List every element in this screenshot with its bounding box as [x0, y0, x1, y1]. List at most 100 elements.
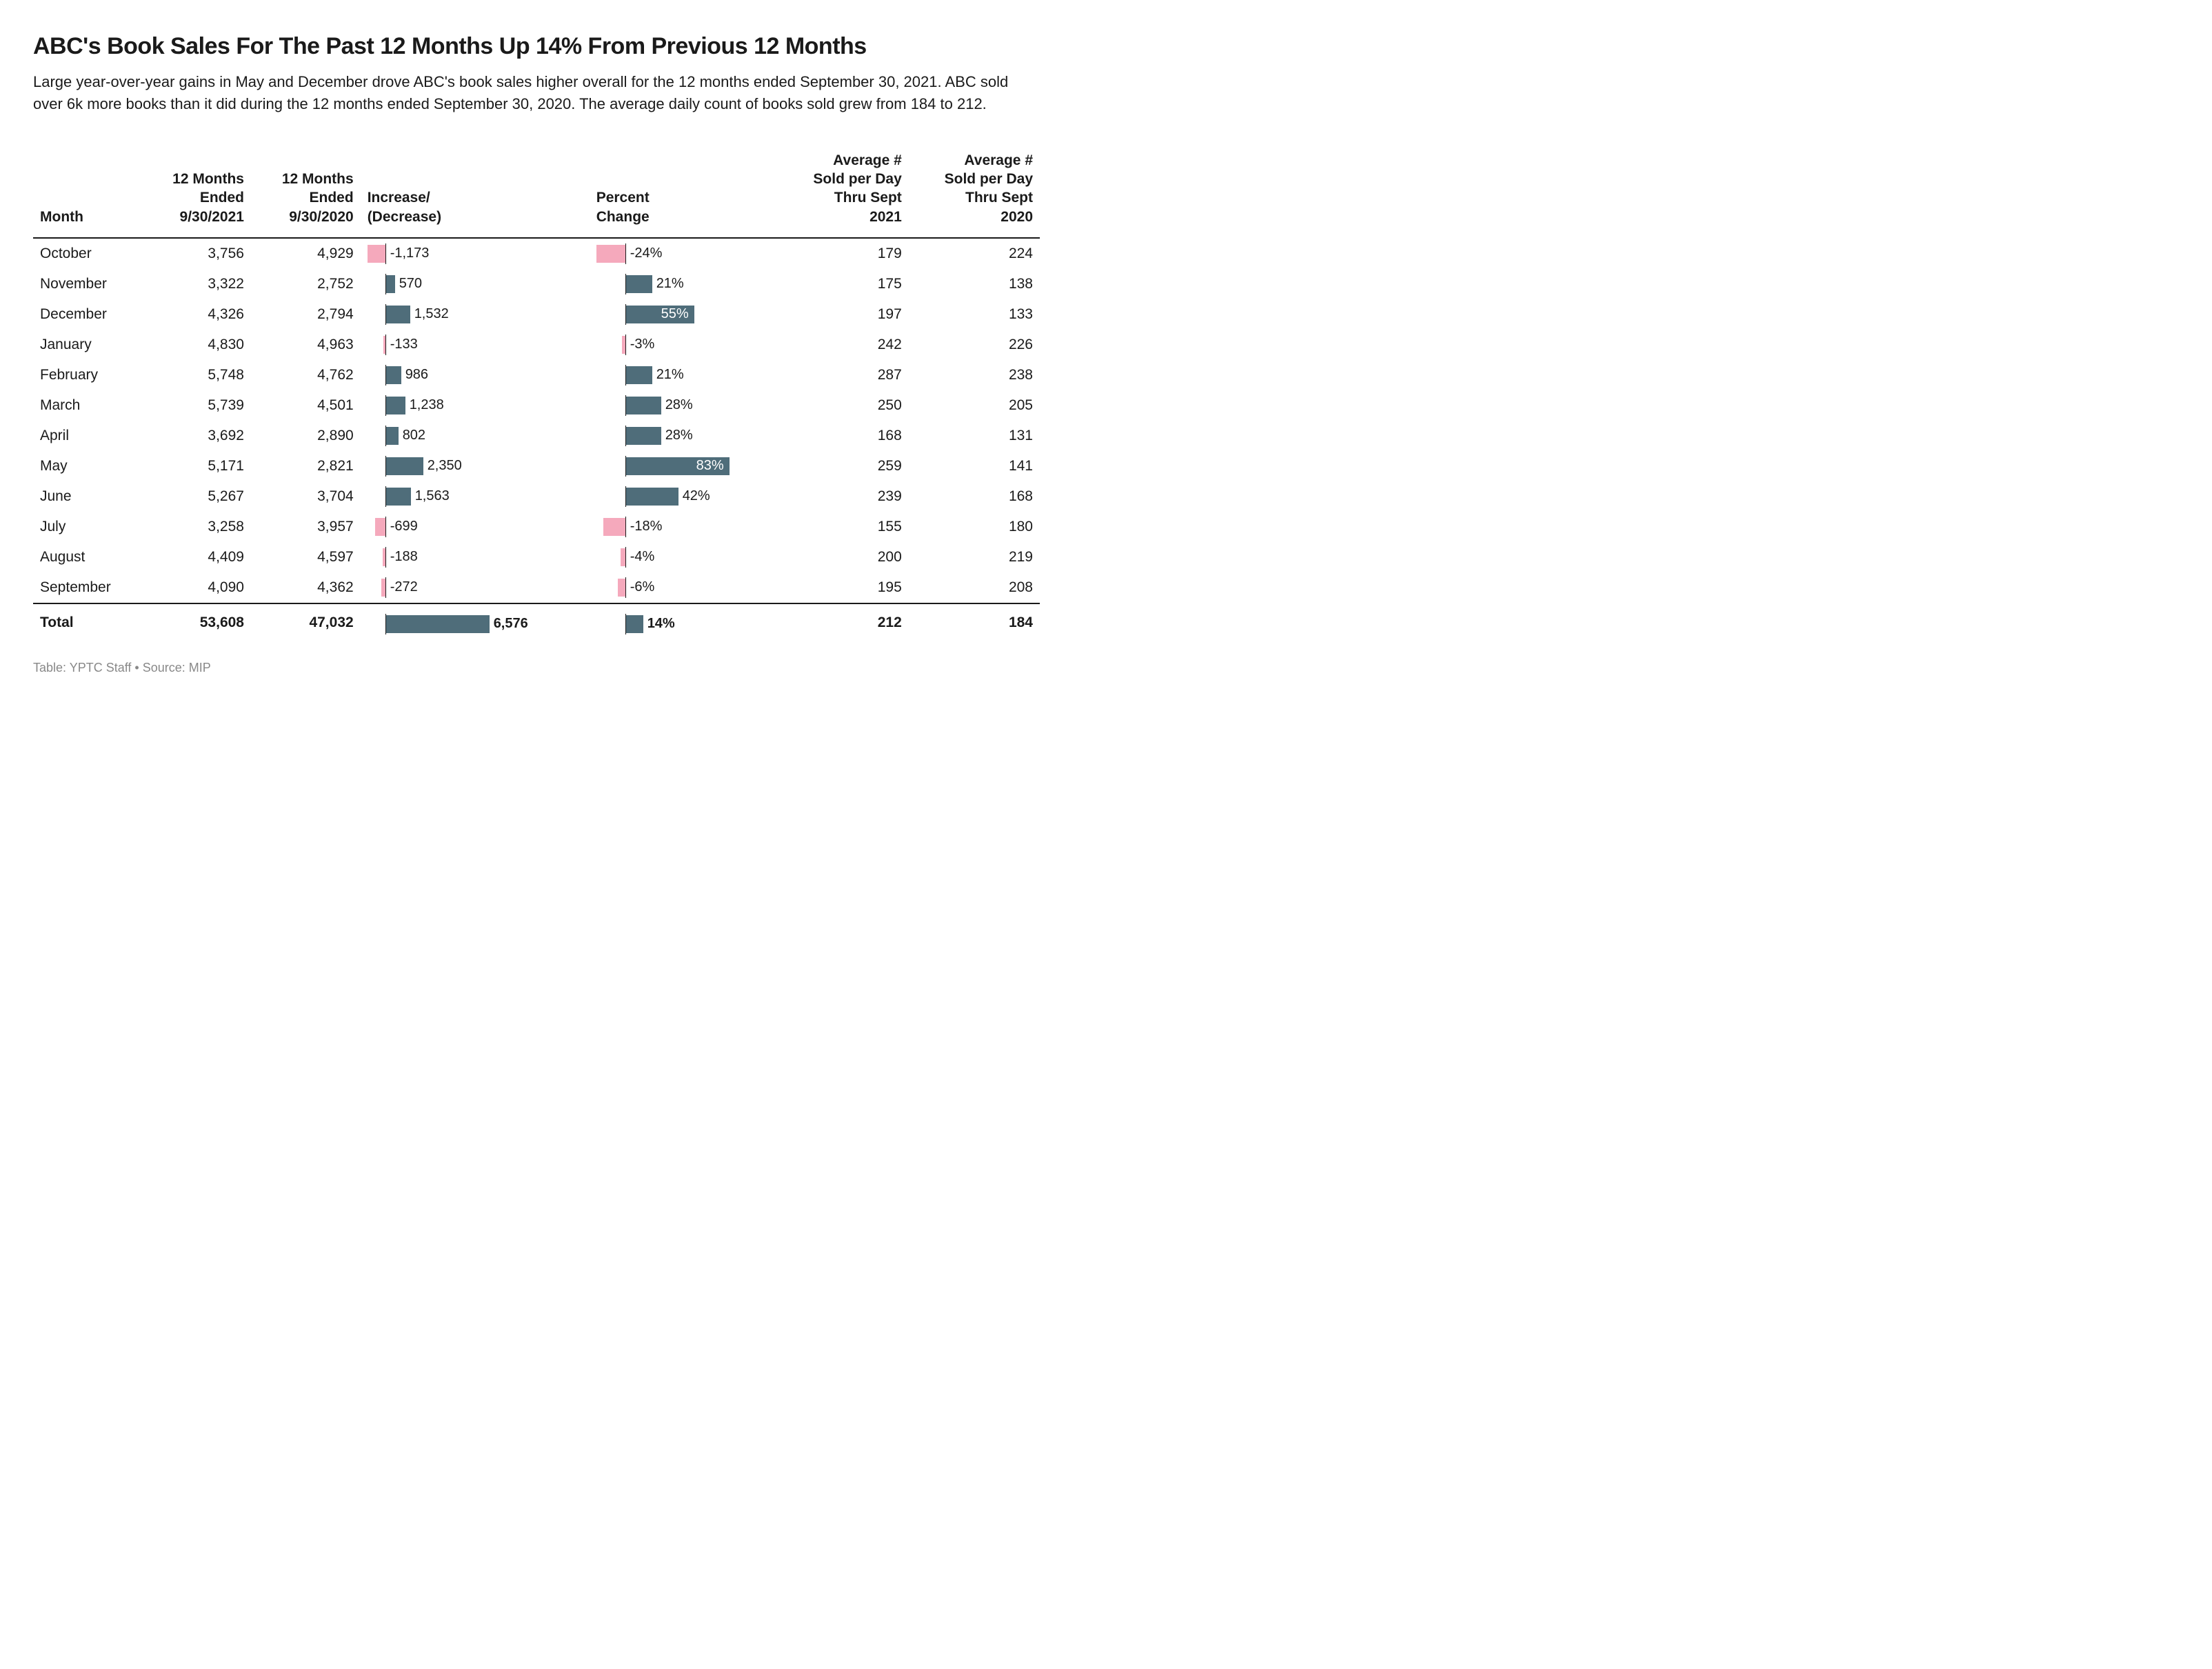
- bar-label: -4%: [626, 549, 659, 565]
- cell-month: March: [33, 390, 141, 421]
- bar-label: -18%: [626, 519, 667, 534]
- negative-bar: [383, 548, 385, 566]
- bar-cell: 2,350: [361, 451, 590, 481]
- cell-avg2021: 197: [778, 299, 909, 330]
- bar-label: -188: [386, 549, 422, 565]
- cell-avg2021: 195: [778, 572, 909, 603]
- cell-avg2021: 259: [778, 451, 909, 481]
- positive-bar: [626, 275, 652, 293]
- positive-bar: [626, 366, 652, 384]
- bar-label: -133: [386, 337, 422, 352]
- cell-month: February: [33, 360, 141, 390]
- bar-label: 21%: [652, 367, 688, 383]
- bar-cell: -18%: [590, 512, 778, 542]
- cell-y2021: 3,322: [141, 269, 251, 299]
- negative-bar: [596, 245, 625, 263]
- table-row: April3,6922,89080228%168131: [33, 421, 1040, 451]
- positive-bar: [386, 615, 490, 633]
- table-row: September4,0904,362-272-6%195208: [33, 572, 1040, 603]
- bar-cell: -4%: [590, 542, 778, 572]
- cell-month: June: [33, 481, 141, 512]
- bar-cell: -24%: [590, 238, 778, 269]
- table-row: May5,1712,8212,35083%259141: [33, 451, 1040, 481]
- cell-y2021: 5,748: [141, 360, 251, 390]
- cell-month: Total: [33, 603, 141, 639]
- table-row: June5,2673,7041,56342%239168: [33, 481, 1040, 512]
- cell-y2021: 4,830: [141, 330, 251, 360]
- sales-table: Month12 MonthsEnded9/30/202112 MonthsEnd…: [33, 146, 1040, 639]
- cell-avg2020: 226: [909, 330, 1040, 360]
- column-header: PercentChange: [590, 146, 778, 238]
- bar-label: 802: [399, 428, 430, 443]
- bar-cell: 83%: [590, 451, 778, 481]
- cell-month: April: [33, 421, 141, 451]
- column-header: Month: [33, 146, 141, 238]
- cell-y2020: 4,762: [251, 360, 361, 390]
- cell-avg2021: 168: [778, 421, 909, 451]
- negative-bar: [375, 518, 385, 536]
- cell-avg2021: 287: [778, 360, 909, 390]
- negative-bar: [383, 336, 385, 354]
- bar-label: -6%: [626, 579, 659, 595]
- bar-label: 42%: [678, 488, 714, 504]
- cell-y2021: 3,258: [141, 512, 251, 542]
- bar-cell: -699: [361, 512, 590, 542]
- cell-avg2021: 155: [778, 512, 909, 542]
- cell-month: July: [33, 512, 141, 542]
- cell-avg2021: 242: [778, 330, 909, 360]
- cell-y2021: 4,326: [141, 299, 251, 330]
- cell-avg2020: 184: [909, 603, 1040, 639]
- bar-cell: 1,563: [361, 481, 590, 512]
- bar-label: -3%: [626, 337, 659, 352]
- positive-bar: [626, 427, 661, 445]
- cell-month: August: [33, 542, 141, 572]
- bar-label: 1,532: [410, 306, 453, 322]
- cell-y2021: 4,090: [141, 572, 251, 603]
- bar-cell: 1,532: [361, 299, 590, 330]
- column-header: Increase/(Decrease): [361, 146, 590, 238]
- bar-cell: 986: [361, 360, 590, 390]
- column-header: 12 MonthsEnded9/30/2020: [251, 146, 361, 238]
- bar-label: 2,350: [423, 458, 466, 474]
- bar-cell: -3%: [590, 330, 778, 360]
- bar-label: -1,173: [386, 246, 434, 261]
- positive-bar: [626, 397, 661, 414]
- cell-y2020: 4,362: [251, 572, 361, 603]
- column-header: Average #Sold per DayThru Sept2021: [778, 146, 909, 238]
- cell-avg2020: 180: [909, 512, 1040, 542]
- bar-label: -24%: [626, 246, 667, 261]
- bar-cell: -1,173: [361, 238, 590, 269]
- bar-cell: 28%: [590, 390, 778, 421]
- cell-y2020: 2,821: [251, 451, 361, 481]
- bar-cell: 570: [361, 269, 590, 299]
- cell-month: November: [33, 269, 141, 299]
- cell-avg2020: 131: [909, 421, 1040, 451]
- bar-label: 986: [401, 367, 432, 383]
- cell-avg2020: 133: [909, 299, 1040, 330]
- cell-avg2021: 200: [778, 542, 909, 572]
- cell-y2020: 4,597: [251, 542, 361, 572]
- table-footer-credit: Table: YPTC Staff • Source: MIP: [33, 661, 1040, 675]
- bar-label: -699: [386, 519, 422, 534]
- cell-month: January: [33, 330, 141, 360]
- negative-bar: [622, 336, 625, 354]
- table-row: December4,3262,7941,53255%197133: [33, 299, 1040, 330]
- cell-y2021: 5,739: [141, 390, 251, 421]
- table-row: January4,8304,963 -133 -3% 242226: [33, 330, 1040, 360]
- cell-y2020: 4,963: [251, 330, 361, 360]
- bar-cell: 21%: [590, 269, 778, 299]
- column-header: 12 MonthsEnded9/30/2021: [141, 146, 251, 238]
- table-total-row: Total53,60847,0326,57614%212184: [33, 603, 1040, 639]
- table-row: August4,4094,597-188-4%200219: [33, 542, 1040, 572]
- cell-y2020: 2,890: [251, 421, 361, 451]
- report-container: ABC's Book Sales For The Past 12 Months …: [33, 33, 1040, 675]
- cell-avg2020: 219: [909, 542, 1040, 572]
- bar-cell: 21%: [590, 360, 778, 390]
- cell-month: September: [33, 572, 141, 603]
- cell-avg2021: 212: [778, 603, 909, 639]
- cell-y2020: 2,794: [251, 299, 361, 330]
- table-row: October3,7564,929-1,173-24%179224: [33, 238, 1040, 269]
- bar-cell: 1,238: [361, 390, 590, 421]
- cell-month: December: [33, 299, 141, 330]
- cell-avg2020: 138: [909, 269, 1040, 299]
